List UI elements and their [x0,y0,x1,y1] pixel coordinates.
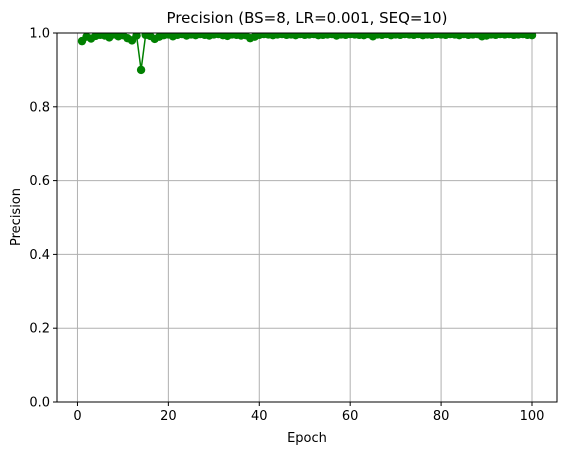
x-tick-label: 0 [73,409,81,424]
x-tick-label: 20 [160,409,177,424]
data-point [527,33,537,40]
y-tick-label: 0.2 [29,322,50,337]
grid [57,32,557,403]
y-axis-title: Precision [9,188,24,246]
y-tick-label: 0.6 [29,174,50,189]
y-tick-label: 1.0 [29,27,50,42]
x-axis-ticks: 0 20 40 60 80 100 [73,402,544,424]
x-tick-label: 60 [342,409,359,424]
series-layer [77,33,537,75]
x-axis-title: Epoch [287,431,327,446]
chart-title: Precision (BS=8, LR=0.001, SEQ=10) [167,9,448,27]
y-tick-label: 0.0 [29,396,50,411]
y-tick-label: 0.4 [29,248,50,263]
x-tick-label: 100 [520,409,545,424]
data-point [136,65,146,75]
x-tick-label: 40 [251,409,268,424]
y-tick-label: 0.8 [29,100,50,115]
plot-frame [56,32,558,403]
y-axis-ticks: 0.0 0.2 0.4 0.6 0.8 1.0 [29,27,57,411]
x-tick-label: 80 [433,409,450,424]
data-point [132,33,141,40]
